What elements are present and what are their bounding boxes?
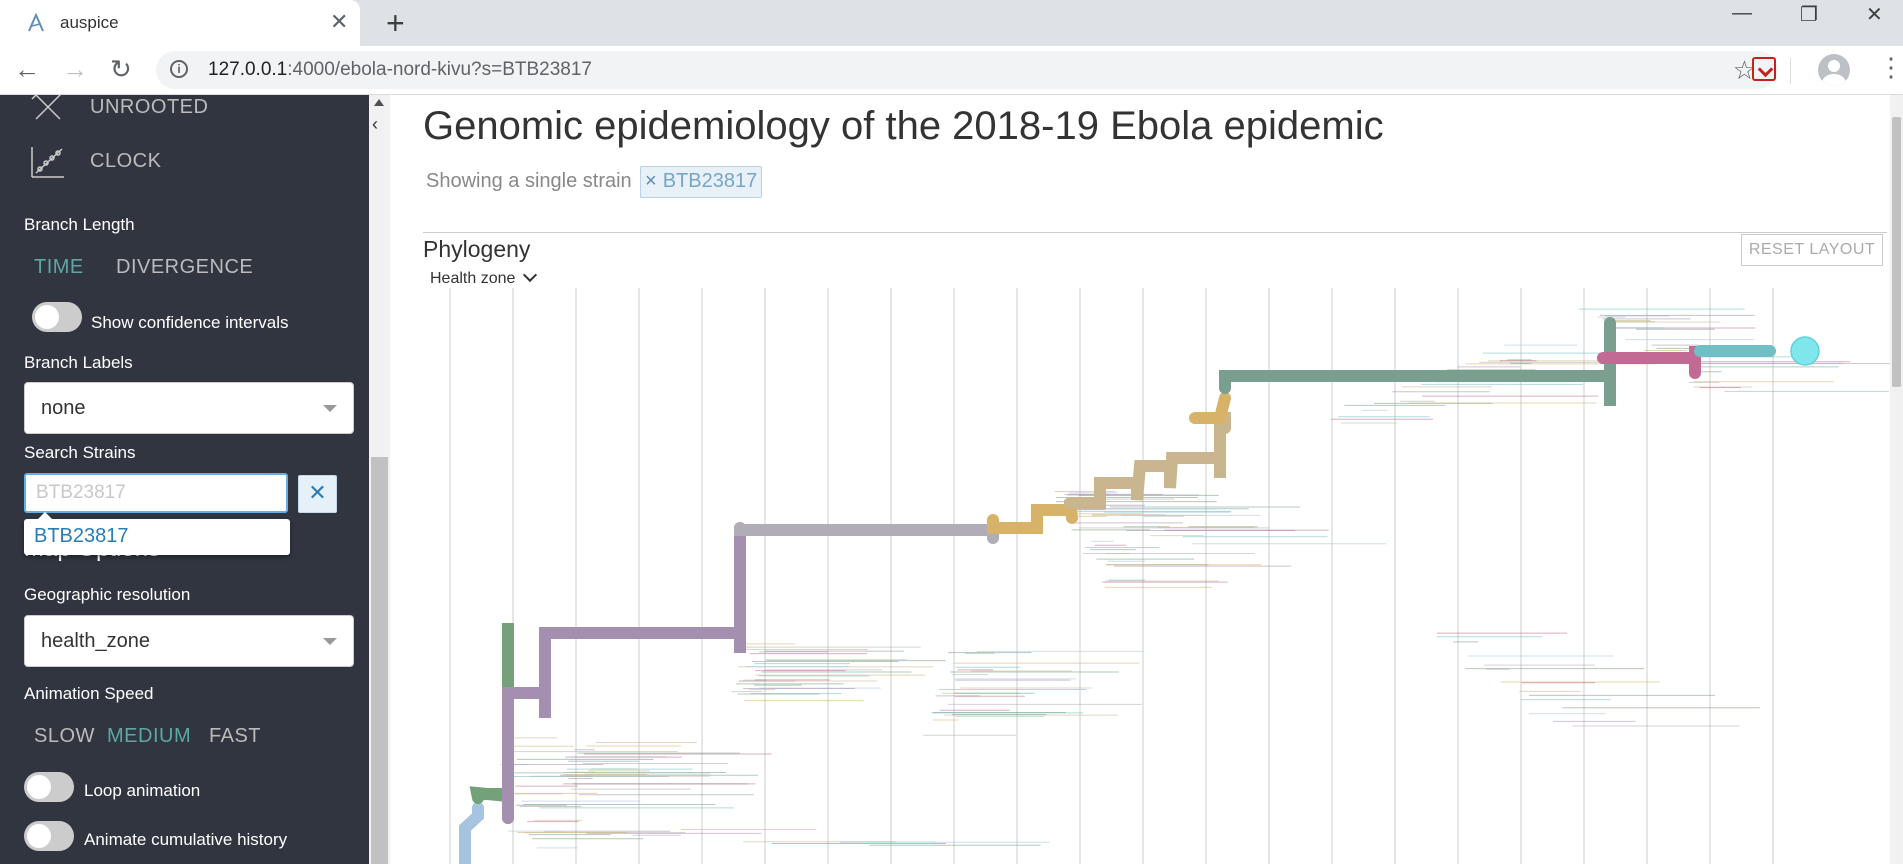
layout-clock-label: CLOCK: [90, 149, 162, 172]
cumulative-history-label: Animate cumulative history: [84, 830, 288, 849]
time-grid: [449, 288, 1774, 864]
branch-length-label: Branch Length: [24, 215, 135, 234]
color-by-dropdown[interactable]: Health zone: [430, 267, 538, 288]
animation-medium-option[interactable]: MEDIUM: [107, 725, 192, 747]
reset-layout-button[interactable]: RESET LAYOUT: [1741, 234, 1883, 266]
color-by-label: Health zone: [430, 270, 516, 287]
sidebar: UNROOTED CLOCK Branch Length TIME DIVERG…: [0, 95, 369, 864]
panel-divider: [423, 232, 1887, 233]
browser-tab[interactable]: auspice ✕: [0, 0, 360, 46]
site-info-icon[interactable]: i: [170, 60, 188, 78]
restore-icon[interactable]: ❐: [1800, 4, 1818, 26]
loop-animation-toggle[interactable]: [24, 772, 74, 802]
tab-strip: auspice ✕ + — ❐ ✕: [0, 0, 1903, 46]
sidebar-scrollbar-thumb[interactable]: [371, 457, 388, 864]
clear-search-button[interactable]: ✕: [298, 475, 337, 513]
bookmark-star-icon[interactable]: ☆: [1732, 55, 1756, 85]
animation-slow-option[interactable]: SLOW: [34, 725, 95, 747]
search-suggestion-item[interactable]: BTB23817: [24, 512, 290, 555]
scroll-up-icon[interactable]: [374, 99, 384, 106]
remove-filter-icon[interactable]: ×: [645, 170, 657, 192]
profile-avatar-icon[interactable]: [1818, 54, 1850, 86]
branch-length-time-option[interactable]: TIME: [34, 256, 84, 278]
layout-unrooted-button[interactable]: UNROOTED: [28, 95, 208, 127]
phylogeny-tree[interactable]: [420, 288, 1890, 864]
confidence-intervals-toggle[interactable]: [32, 302, 82, 332]
strain-filter-label: BTB23817: [662, 170, 758, 192]
browser-toolbar: ← → ↻ i 127.0.0.1:4000/ebola-nord-kivu?s…: [0, 46, 1903, 95]
selected-lineage[interactable]: [459, 317, 1776, 864]
main-scrollbar-thumb[interactable]: [1892, 117, 1901, 387]
layout-unrooted-label: UNROOTED: [90, 95, 209, 118]
filter-summary: Showing a single strain: [426, 170, 632, 192]
sidebar-scrollbar[interactable]: [369, 95, 390, 864]
url-text: 127.0.0.1:4000/ebola-nord-kivu?s=BTB2381…: [208, 59, 592, 80]
main-scrollbar[interactable]: [1890, 95, 1903, 864]
loop-animation-label: Loop animation: [84, 781, 201, 800]
branch-labels-label: Branch Labels: [24, 353, 133, 372]
tab-close-icon[interactable]: ✕: [330, 9, 349, 34]
toolbar-divider: [1790, 58, 1791, 84]
cumulative-history-toggle[interactable]: [24, 821, 74, 851]
forward-icon[interactable]: →: [62, 54, 88, 84]
unrooted-tree-icon: [31, 95, 62, 120]
auspice-logo-icon: [28, 13, 44, 32]
search-strains-label: Search Strains: [24, 443, 136, 462]
search-suggestion-label: BTB23817: [34, 525, 129, 547]
layout-clock-button[interactable]: CLOCK: [28, 141, 161, 181]
animation-fast-option[interactable]: FAST: [209, 725, 262, 747]
tab-title: auspice: [60, 13, 119, 32]
search-strains-input[interactable]: [24, 473, 288, 513]
dropdown-caret-icon: [323, 405, 337, 412]
minimize-icon[interactable]: —: [1732, 2, 1752, 24]
selected-strain-tip[interactable]: [1790, 336, 1820, 366]
new-tab-button[interactable]: +: [386, 5, 405, 41]
branch-labels-select[interactable]: none: [24, 382, 354, 434]
geographic-resolution-select[interactable]: health_zone: [24, 615, 354, 667]
strain-filter-badge[interactable]: × BTB23817: [640, 166, 763, 198]
branch-length-divergence-option[interactable]: DIVERGENCE: [116, 256, 254, 278]
animation-speed-label: Animation Speed: [24, 684, 154, 703]
background-branches: [500, 308, 1890, 849]
back-icon[interactable]: ←: [14, 54, 40, 84]
window-close-icon[interactable]: ✕: [1866, 4, 1883, 26]
address-bar[interactable]: i 127.0.0.1:4000/ebola-nord-kivu?s=BTB23…: [156, 51, 1778, 89]
clock-tree-icon: [31, 147, 64, 178]
dropdown-caret-icon: [323, 638, 337, 645]
branch-labels-value: none: [41, 397, 86, 419]
chevron-down-icon: [523, 267, 538, 283]
browser-menu-icon[interactable]: ⋮: [1878, 52, 1903, 82]
phylogeny-title: Phylogeny: [423, 236, 531, 262]
geographic-resolution-value: health_zone: [41, 630, 150, 652]
geographic-resolution-label: Geographic resolution: [24, 585, 191, 604]
extension-shield-icon[interactable]: [1752, 57, 1776, 81]
page-title: Genomic epidemiology of the 2018-19 Ebol…: [423, 104, 1384, 148]
confidence-intervals-label: Show confidence intervals: [91, 313, 289, 332]
reload-icon[interactable]: ↻: [110, 54, 132, 84]
collapse-sidebar-icon[interactable]: ‹: [372, 114, 378, 134]
